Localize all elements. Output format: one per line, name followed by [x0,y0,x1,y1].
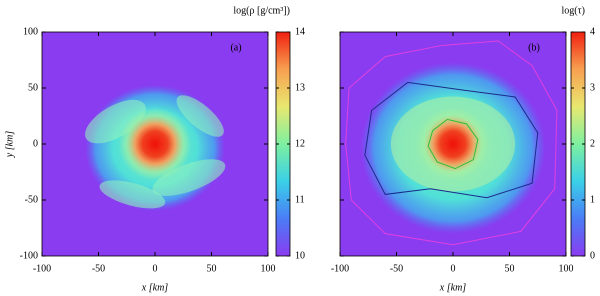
contour [427,118,479,170]
colorbar-label: log(ρ [g/cm³]) [233,5,290,16]
panel-label: (b) [528,42,540,53]
x-axis-label: x [km] [141,282,168,293]
colorbar-tick-label: 4 [590,26,595,37]
core [118,107,192,181]
colorbar-tick-label: 10 [295,250,305,261]
x-tick-label: 50 [207,263,217,274]
x-tick-label: 100 [261,263,276,274]
core [416,107,490,181]
colorbar-label: log(τ) [562,5,585,16]
y-axis-label: y [km] [4,131,15,158]
spiral-arm [99,180,166,209]
spiral-arm [85,99,146,144]
panel-label: (a) [230,42,241,53]
spiral-arm [176,95,224,137]
x-tick-label: -50 [390,263,403,274]
y-tick-label: 100 [23,26,38,37]
x-tick-label: -100 [33,263,51,274]
heatmap [340,32,566,256]
contour [345,40,558,246]
x-tick-label: 0 [451,263,456,274]
x-axis-label: x [km] [439,282,466,293]
x-tick-label: 100 [559,263,574,274]
y-tick-label: 50 [28,82,38,93]
x-tick-label: -50 [92,263,105,274]
x-tick-label: 0 [153,263,158,274]
colorbar-tick-label: 3 [590,82,595,93]
colorbar-tick-label: 14 [295,26,305,37]
colorbar-tick-label: 11 [295,194,305,205]
y-tick-label: 0 [33,138,38,149]
colorbar-tick-label: 12 [295,138,305,149]
colorbar-tick-label: 13 [295,82,305,93]
spiral-arm [152,159,226,196]
colorbar-tick-label: 2 [590,138,595,149]
heatmap [42,32,268,256]
colorbar-tick-label: 1 [590,194,595,205]
x-tick-label: -100 [331,263,349,274]
x-tick-label: 50 [505,263,515,274]
y-tick-label: -100 [20,250,38,261]
contour [364,81,539,199]
y-tick-label: -50 [25,194,38,205]
colorbar-tick-label: 0 [590,250,595,261]
